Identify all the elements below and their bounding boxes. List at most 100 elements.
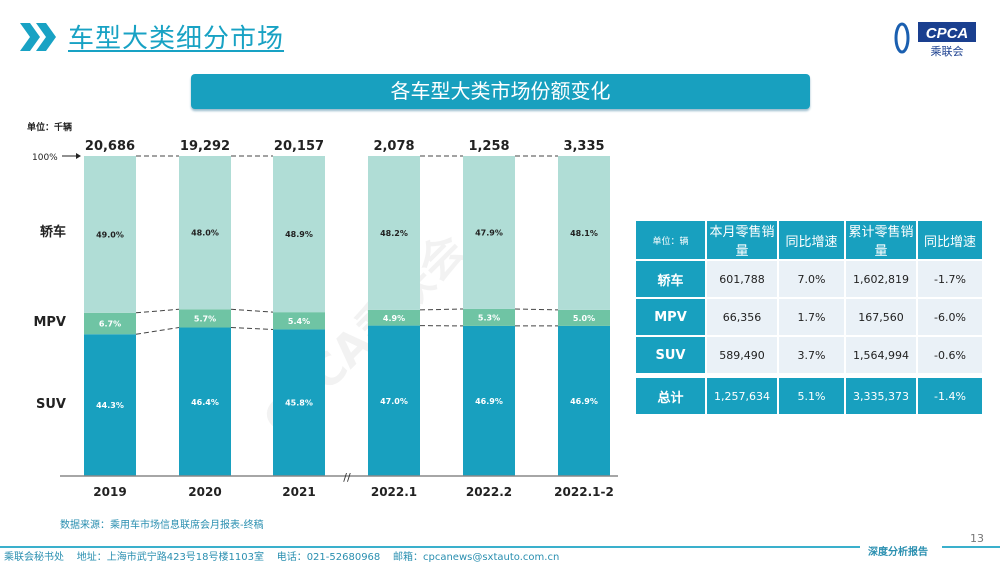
x-tick-label: 2022.1-2 — [554, 485, 614, 499]
series-label: 轿车 — [40, 224, 66, 240]
table-total-row: 总计 1,257,634 5.1% 3,335,373 -1.4% — [636, 378, 982, 414]
cell: 7.0% — [779, 261, 844, 297]
chevron-icon — [20, 23, 56, 51]
data-label: 6.7% — [99, 320, 121, 329]
data-label: 46.4% — [191, 398, 219, 407]
stacked-bar-chart: 44.3% 6.7% 49.0% 20,686 2019 46.4% 5.7% 48.0% 19… — [32, 139, 618, 499]
row-label: MPV — [636, 299, 705, 335]
data-label: 5.0% — [573, 314, 595, 323]
cell: 1,564,994 — [846, 337, 916, 373]
table-header-cell: 同比增速 — [779, 221, 844, 259]
report-tag: 深度分析报告 — [868, 547, 928, 558]
data-label: 47.0% — [380, 397, 408, 406]
data-label: 46.9% — [570, 397, 598, 406]
page-title: 车型大类细分市场 — [68, 24, 285, 54]
data-label: 48.0% — [191, 229, 219, 238]
table-row: 轿车 601,788 7.0% 1,602,819 -1.7% — [636, 261, 982, 297]
bar-segment-SUV — [368, 325, 420, 476]
series-label: MPV — [33, 315, 66, 330]
table-header-cell: 单位：辆 — [636, 221, 705, 259]
svg-text:乘联会: 乘联会 — [931, 45, 964, 58]
cell: 66,356 — [707, 299, 777, 335]
data-label: 5.3% — [478, 313, 500, 322]
total-label: 1,258 — [468, 139, 509, 154]
data-source: 数据来源：乘用车市场信息联席会月报表-终稿 — [60, 520, 264, 531]
bar-segment-SUV — [84, 334, 136, 476]
data-label: 4.9% — [383, 314, 405, 323]
bar-segment-SUV — [558, 325, 610, 476]
cell: -1.4% — [918, 378, 982, 414]
connector-line — [230, 308, 274, 313]
data-label: 5.7% — [194, 314, 216, 323]
footer-divider — [942, 546, 1000, 548]
cell: 1,602,819 — [846, 261, 916, 297]
total-label: 19,292 — [180, 139, 230, 154]
x-tick-label: 2019 — [93, 485, 126, 499]
series-label: SUV — [36, 397, 66, 412]
arrow-icon — [76, 153, 81, 159]
data-label: 45.8% — [285, 399, 313, 408]
connector-line — [230, 327, 274, 330]
x-tick-label: 2022.1 — [371, 485, 417, 499]
data-label: 5.4% — [288, 317, 310, 326]
data-label: 48.2% — [380, 229, 408, 238]
cell: 589,490 — [707, 337, 777, 373]
total-label: 2,078 — [373, 139, 414, 154]
bar-segment-MPV — [558, 309, 610, 326]
table-row: MPV 66,356 1.7% 167,560 -6.0% — [636, 299, 982, 335]
cell: 167,560 — [846, 299, 916, 335]
table-header: 单位：辆 本月零售销量 同比增速 累计零售销量 同比增速 — [636, 221, 982, 259]
data-label: 46.9% — [475, 397, 503, 406]
data-label: 48.1% — [570, 229, 598, 238]
bar-segment-MPV — [179, 309, 231, 328]
table-row: SUV 589,490 3.7% 1,564,994 -0.6% — [636, 337, 982, 373]
bar-segment-轿车 — [273, 156, 325, 313]
row-label: 轿车 — [636, 261, 705, 297]
sales-table: 单位：辆 本月零售销量 同比增速 累计零售销量 同比增速 轿车 601,788 7.… — [634, 219, 984, 416]
bar-segment-轿车 — [558, 156, 610, 310]
bar-segment-MPV — [368, 309, 420, 326]
cell: 5.1% — [779, 378, 844, 414]
data-label: 48.9% — [285, 230, 313, 239]
bar-segment-轿车 — [84, 156, 136, 313]
connector-line — [419, 308, 464, 311]
table-header-cell: 同比增速 — [918, 221, 982, 259]
connector-line — [514, 308, 559, 311]
page-number: 13 — [970, 532, 984, 545]
x-tick-label: 2021 — [282, 485, 315, 499]
cell: 3,335,373 — [846, 378, 916, 414]
x-tick-label: 2020 — [188, 485, 221, 499]
x-tick-label: 2022.2 — [466, 485, 512, 499]
footer-contact: 乘联会秘书处 地址：上海市武宁路423号18号楼1103室 电话：021-526… — [4, 552, 560, 563]
bar-segment-轿车 — [179, 156, 231, 310]
axis-break: // — [343, 471, 351, 484]
unit-label: 单位：千辆 — [27, 123, 73, 133]
top-marker-label: 100% — [32, 153, 58, 163]
cpca-logo: CPCA 乘联会 — [890, 18, 980, 58]
footer-divider — [0, 546, 860, 548]
bar-segment-MPV — [463, 308, 515, 326]
cell: 601,788 — [707, 261, 777, 297]
data-label: 47.9% — [475, 228, 503, 237]
total-label: 3,335 — [563, 139, 604, 154]
cell: 1.7% — [779, 299, 844, 335]
row-label: SUV — [636, 337, 705, 373]
total-label: 20,686 — [85, 139, 135, 154]
connector-line — [135, 308, 180, 314]
table-header-cell: 累计零售销量 — [846, 221, 916, 259]
data-label: 44.3% — [96, 401, 124, 410]
cell: 3.7% — [779, 337, 844, 373]
svg-text:CPCA: CPCA — [926, 25, 969, 42]
connector-line — [135, 327, 180, 335]
table-header-cell: 本月零售销量 — [707, 221, 777, 259]
bar-segment-MPV — [84, 312, 136, 335]
bar-segment-轿车 — [463, 156, 515, 309]
total-label: 20,157 — [274, 139, 324, 154]
bar-segment-SUV — [179, 327, 231, 476]
bar-segment-SUV — [273, 329, 325, 476]
bar-segment-MPV — [273, 312, 325, 330]
bar-segment-轿车 — [368, 156, 420, 310]
data-label: 49.0% — [96, 230, 124, 239]
chart-banner: 各车型大类市场份额变化 — [191, 74, 810, 109]
cell: -1.7% — [918, 261, 982, 297]
